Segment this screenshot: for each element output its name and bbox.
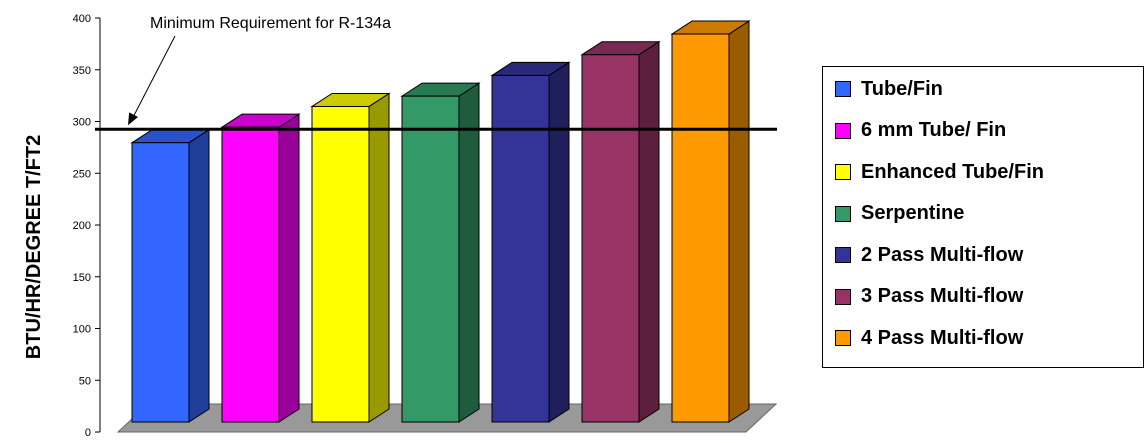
legend-swatch: [835, 330, 851, 346]
bar-side: [548, 61, 570, 423]
y-tick-label: 350: [73, 65, 91, 77]
bar: [220, 113, 301, 423]
reference-arrow: [131, 35, 176, 120]
bar-side: [638, 40, 660, 423]
legend-label: Tube/Fin: [861, 77, 943, 100]
bar: [670, 20, 751, 423]
legend-swatch: [835, 122, 851, 139]
bar-front: [311, 105, 370, 423]
y-tick-label: 200: [73, 220, 91, 232]
legend-swatch: [835, 247, 851, 263]
bar: [490, 61, 571, 423]
legend-label: 2 Pass Multi-flow: [861, 243, 1024, 266]
bar: [580, 40, 661, 423]
bar-front: [581, 54, 640, 423]
bar: [400, 82, 481, 423]
legend-item: 2 Pass Multi-flow: [835, 240, 1023, 270]
y-tick-label: 0: [85, 427, 91, 438]
bar-side: [458, 82, 480, 423]
legend-swatch: [835, 205, 851, 222]
bar-side: [728, 20, 750, 423]
y-axis-label: BTU/HR/DEGREE T/FT2: [23, 135, 45, 359]
legend-item: 6 mm Tube/ Fin: [835, 116, 1006, 146]
legend: Tube/Fin 6 mm Tube/ Fin Enhanced Tube/Fin S…: [822, 66, 1144, 368]
y-tick-label: 250: [73, 168, 91, 180]
bar-group: [130, 20, 751, 423]
legend-item: 4 Pass Multi-flow: [835, 323, 1023, 353]
y-axis-ticks: 0 50 100 150 200 250 300 350 400: [73, 13, 100, 439]
y-tick-label: 300: [73, 117, 91, 129]
y-tick-label: 400: [73, 13, 91, 25]
bar-front: [131, 142, 190, 423]
legend-label: Serpentine: [861, 202, 965, 224]
bar-front: [221, 126, 280, 423]
legend-item: Serpentine: [835, 199, 964, 229]
bar: [130, 128, 211, 423]
bar-front: [491, 74, 550, 423]
legend-label: 6 mm Tube/ Fin: [861, 119, 1007, 141]
legend-swatch: [835, 164, 851, 180]
legend-item: Tube/Fin: [835, 74, 943, 104]
bar-front: [671, 33, 730, 423]
bar-side: [278, 113, 300, 423]
reference-arrow-head: [128, 112, 139, 126]
y-tick-label: 150: [73, 272, 91, 284]
bar: [310, 92, 391, 423]
bar-side: [188, 128, 210, 423]
legend-swatch: [835, 81, 851, 97]
legend-item: Enhanced Tube/Fin: [835, 157, 1044, 187]
bar-front: [401, 95, 460, 423]
legend-label: Enhanced Tube/Fin: [861, 160, 1044, 183]
legend-swatch: [835, 288, 851, 305]
legend-item: 3 Pass Multi-flow: [835, 282, 1023, 312]
legend-label: 4 Pass Multi-flow: [861, 326, 1024, 349]
legend-label: 3 Pass Multi-flow: [861, 285, 1024, 307]
bar-side: [368, 92, 390, 423]
reference-line-label: Minimum Requirement for R-134a: [150, 15, 391, 32]
y-tick-label: 100: [73, 324, 91, 336]
y-tick-label: 50: [79, 375, 91, 387]
